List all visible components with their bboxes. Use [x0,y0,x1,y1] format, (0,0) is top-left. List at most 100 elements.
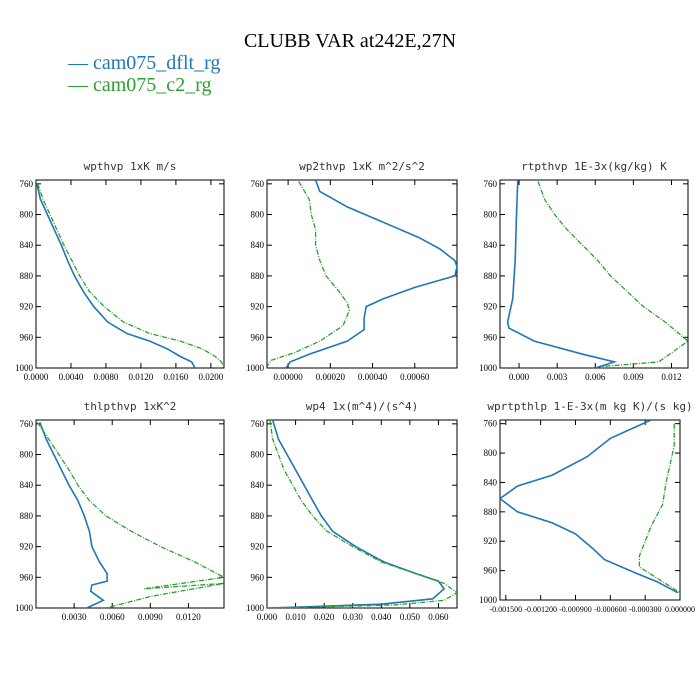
y-tick-label: 1000 [246,363,265,373]
x-tick-label: 0.040 [371,612,392,622]
panel-5: wprtpthlp 1-E-3x(m kg K)/(s kg) 760 800 840… [479,400,695,614]
series-line-dflt [500,420,679,594]
x-tick-label: 0.0060 [100,612,125,622]
panel-0: wpthvp 1xK m/s76080084088092096010000.00… [15,160,225,382]
series-line-c2 [537,181,688,368]
x-tick-label: -0.001200 [524,605,557,614]
y-tick-label: 920 [20,302,34,312]
y-tick-label: 760 [251,179,265,189]
series-line-c2 [638,423,680,594]
panel-2: rtpthvp 1E-3x(kg/kg) K 760 800 840 880 920 960… [479,160,689,382]
panel-frame [266,179,458,369]
series-line-dflt [506,180,618,368]
series-line-c2 [269,420,457,608]
panel-title: rtpthvp 1E-3x(kg/kg) K [521,160,667,173]
x-tick-label: -0.001500 [489,605,522,614]
panel-3: thlpthvp 1xK^2 760 800 840 880 920 960 1000 0.00… [15,400,225,622]
panel-title: wp2thvp 1xK m^2/s^2 [299,160,425,173]
x-tick-label: 0.020 [314,612,335,622]
y-tick-label: 760 [20,179,34,189]
y-tick-label: 960 [20,572,34,582]
series-line-c2 [36,421,224,608]
panel-1: wp2thvp 1xK m^2/s^2 760 800 840 880 920 960 100… [246,160,458,382]
y-tick-label: 800 [484,210,498,220]
y-tick-label: 840 [251,240,265,250]
x-tick-label: 0.0160 [164,372,189,382]
y-tick-label: 920 [484,302,498,312]
chart-title: CLUBB VAR at242E,27N [243,30,457,52]
x-tick-label: 0.050 [400,612,421,622]
y-tick-label: 840 [484,240,498,250]
y-tick-label: 880 [20,511,34,521]
x-tick-label: 0.0030 [62,612,87,622]
series-line-dflt [39,422,108,608]
y-tick-label: 800 [20,450,34,460]
y-tick-label: 880 [484,507,498,517]
x-tick-label: 0.030 [343,612,364,622]
x-tick-label: 0.006 [585,372,606,382]
y-tick-label: 880 [251,511,265,521]
y-tick-label: 960 [251,332,265,342]
x-tick-label: 0.0000 [24,372,49,382]
y-tick-label: 880 [251,271,265,281]
x-tick-label: -0.000900 [559,605,592,614]
x-tick-label: 0.0120 [176,612,201,622]
y-tick-label: 760 [484,419,498,429]
x-tick-label: -0.000300 [629,605,662,614]
y-tick-label: 800 [20,210,34,220]
y-tick-label: 840 [484,477,498,487]
series-line-c2 [267,181,350,367]
y-tick-label: 760 [251,419,265,429]
y-tick-label: 800 [251,210,265,220]
panel-frame [266,419,458,609]
y-tick-label: 960 [484,332,498,342]
panel-title: wprtpthlp 1-E-3x(m kg K)/(s kg) [487,400,692,413]
y-tick-label: 920 [484,536,498,546]
y-tick-label: 1000 [246,603,265,613]
x-tick-label: 0.060 [428,612,449,622]
y-tick-label: 880 [20,271,34,281]
y-tick-label: 920 [20,542,34,552]
y-tick-label: 800 [484,448,498,458]
panel-title: wpthvp 1xK m/s [84,160,177,173]
y-tick-label: 840 [20,240,34,250]
x-tick-label: 0.003 [547,372,568,382]
y-tick-label: 960 [20,332,34,342]
panel-frame [499,419,681,601]
y-tick-label: 840 [251,480,265,490]
y-tick-label: 880 [484,271,498,281]
x-tick-label: 0.009 [623,372,644,382]
y-tick-label: 1000 [15,603,34,613]
panel-frame [35,179,225,369]
y-tick-label: 760 [20,419,34,429]
y-tick-label: 960 [484,566,498,576]
x-tick-label: 0.0200 [199,372,224,382]
legend-item-dflt: — cam075_dflt_rg [68,52,220,75]
x-tick-label: 0.012 [661,372,681,382]
x-tick-label: 0.00000 [273,372,303,382]
legend-label-c2: — cam075_c2_rg [68,74,212,96]
x-tick-label: 0.0080 [94,372,119,382]
y-tick-label: 960 [251,572,265,582]
y-tick-label: 840 [20,480,34,490]
x-tick-label: 0.00040 [358,372,388,382]
legend-item-c2: — cam075_c2_rg [68,74,212,97]
y-tick-label: 760 [484,179,498,189]
series-line-dflt [36,183,196,368]
y-tick-label: 920 [251,302,265,312]
x-tick-label: 0.0120 [129,372,154,382]
panel-title: wp4 1x(m^4)/(s^4) [306,400,419,413]
panel-title: thlpthvp 1xK^2 [84,400,177,413]
x-tick-label: 0.0090 [138,612,163,622]
panel-frame [499,179,689,369]
y-tick-label: 920 [251,542,265,552]
series-line-dflt [267,420,446,608]
series-line-c2 [37,183,224,366]
series-line-dflt [285,180,457,368]
x-tick-label: 0.0040 [59,372,84,382]
legend-label-dflt: — cam075_dflt_rg [68,52,221,74]
y-tick-label: 1000 [15,363,34,373]
x-tick-label: 0.000 [509,372,530,382]
panel-4: wp4 1x(m^4)/(s^4)76080084088092096010000… [246,400,458,622]
